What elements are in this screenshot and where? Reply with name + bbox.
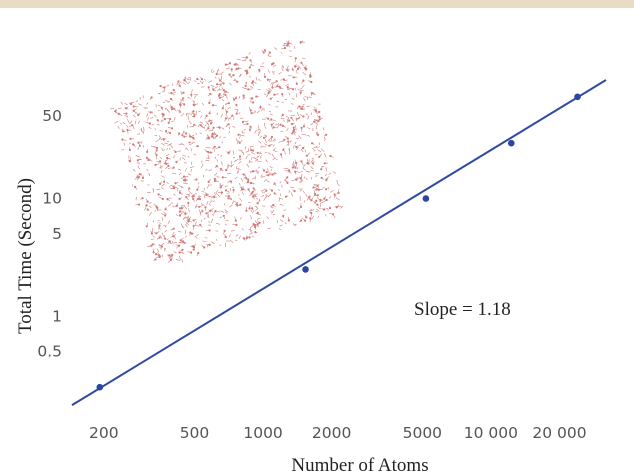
y-tick-label-2: 1: [52, 307, 62, 325]
x-tick-label-6: 10 000: [464, 424, 518, 442]
y-tick-label-1: 0.5: [37, 343, 62, 361]
x-tick-label-4: 2000: [312, 424, 351, 442]
data-point-2: [302, 266, 309, 273]
y-tick-label-5: 50: [42, 107, 62, 125]
y-tick-label-4: 10: [42, 190, 62, 208]
x-tick-labels: 200 500 1000 2000 5000 10 000 20 000: [89, 424, 587, 442]
y-axis-label: Total Time (Second): [15, 178, 36, 334]
top-border-strip: [0, 0, 634, 8]
x-tick-label-5: 5000: [403, 424, 442, 442]
data-point-1: [96, 383, 104, 391]
slope-annotation: Slope = 1.18: [414, 299, 511, 320]
x-tick-label-2: 500: [180, 424, 210, 442]
atom-structure-inset: [110, 40, 344, 263]
y-tick-label-3: 5: [52, 225, 62, 243]
x-tick-label-7: 20 000: [532, 424, 586, 442]
x-axis-label: Number of Atoms: [291, 455, 428, 475]
fit-line: [71, 79, 607, 406]
x-tick-label-3: 1000: [243, 424, 282, 442]
x-tick-label-1: 200: [89, 424, 119, 442]
data-points: [96, 93, 581, 391]
data-point-5: [574, 93, 581, 101]
y-tick-labels: 0.5 1 5 10 50: [37, 107, 62, 361]
data-point-4: [507, 139, 515, 147]
data-point-3: [422, 195, 430, 202]
